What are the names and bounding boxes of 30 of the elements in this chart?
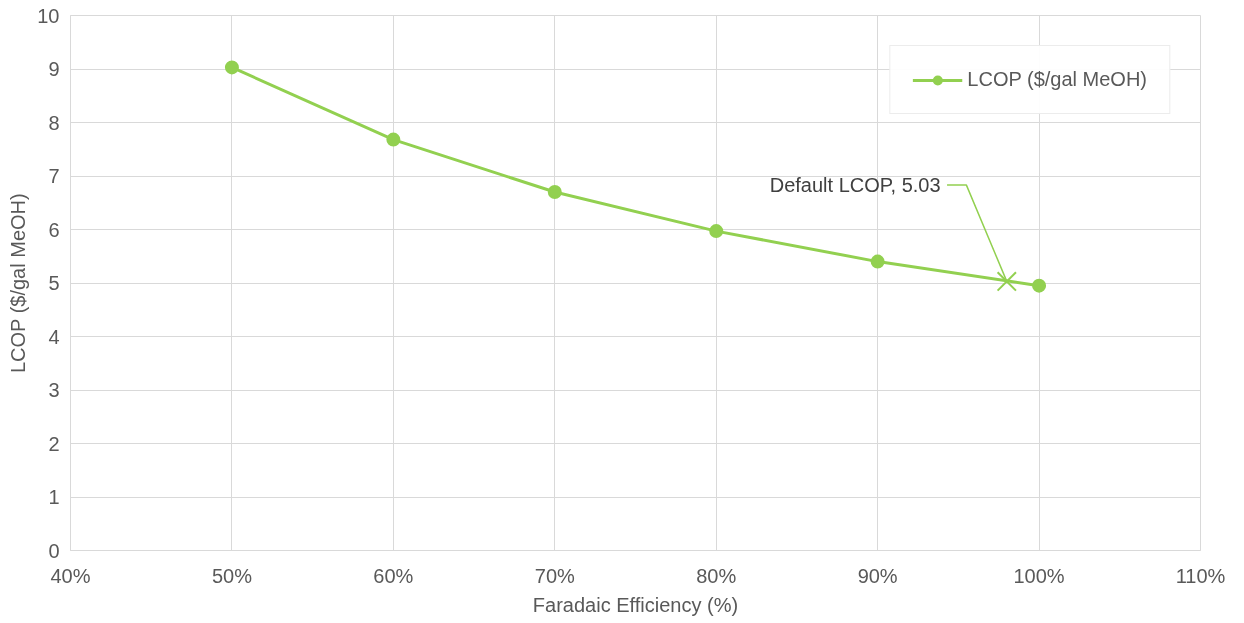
x-tick-label: 110% — [1175, 564, 1226, 587]
point — [224, 60, 239, 75]
point — [547, 185, 562, 200]
x-tick-label: 100% — [1013, 564, 1065, 587]
point — [709, 224, 724, 239]
y-tick-label: 10 — [37, 4, 60, 27]
point — [996, 271, 1017, 292]
y-tick-label: 5 — [48, 272, 60, 294]
x-axis-title: Faradaic Efficiency (%) — [532, 593, 739, 616]
y-axis-title: LCOP ($/gal MeOH) — [7, 193, 30, 374]
x-tick-label: 70% — [534, 564, 576, 587]
y-tick-label: 7 — [48, 165, 60, 187]
x-tick-label: 50% — [211, 564, 253, 587]
annotation: Default LCOP, 5.03 — [769, 174, 941, 197]
y-tick-label: 8 — [48, 111, 60, 134]
x-tick-label: 90% — [857, 564, 898, 587]
y-tick-label: 1 — [48, 486, 60, 508]
y-tick-label: 9 — [48, 58, 60, 80]
point — [386, 132, 401, 147]
y-tick-label: 2 — [48, 432, 60, 455]
y-tick-label: 3 — [48, 379, 60, 401]
y-tick-label: 4 — [48, 325, 60, 348]
x-tick-label: 80% — [696, 564, 737, 587]
y-tick-label: 6 — [48, 218, 60, 241]
point — [1032, 278, 1047, 293]
legend-label: LCOP ($/gal MeOH) — [967, 68, 1147, 91]
y-tick-label: 0 — [48, 539, 60, 562]
point — [870, 254, 885, 269]
x-tick-label: 40% — [50, 564, 91, 587]
x-tick-label: 60% — [373, 564, 414, 587]
